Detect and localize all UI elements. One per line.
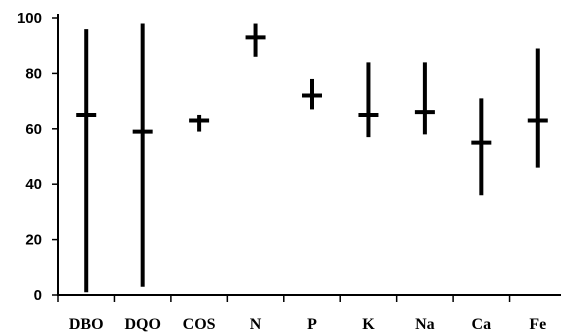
- x-tick-label: Ca: [472, 316, 492, 333]
- y-tick-label: 80: [25, 65, 42, 82]
- x-tick-label: Fe: [529, 316, 546, 333]
- x-tick-label: Na: [415, 316, 435, 333]
- y-tick-label: 0: [34, 287, 42, 304]
- y-tick-label: 20: [25, 232, 42, 249]
- x-tick-label: K: [362, 316, 375, 333]
- x-tick-label: P: [307, 316, 317, 333]
- x-tick-label: COS: [183, 316, 216, 333]
- x-tick-label: N: [250, 316, 262, 333]
- x-tick-label: DBO: [69, 316, 104, 333]
- y-tick-label: 40: [25, 176, 42, 193]
- x-tick-label: DQO: [124, 316, 160, 333]
- y-tick-label: 100: [17, 10, 42, 27]
- y-tick-label: 60: [25, 121, 42, 138]
